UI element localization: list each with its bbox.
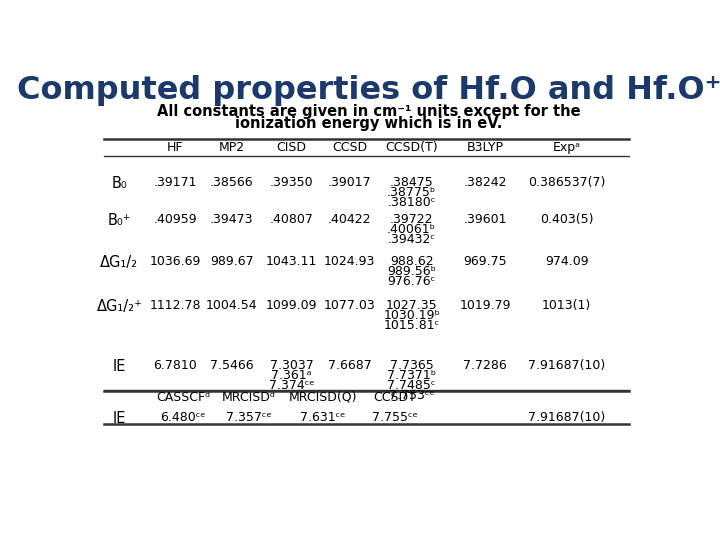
Text: 1099.09: 1099.09 [266, 299, 318, 312]
Text: 1024.93: 1024.93 [324, 255, 375, 268]
Text: 7.7286: 7.7286 [464, 359, 507, 372]
Text: IE: IE [113, 359, 126, 374]
Text: 1077.03: 1077.03 [324, 299, 376, 312]
Text: 7.6687: 7.6687 [328, 359, 372, 372]
Text: .38566: .38566 [210, 176, 253, 188]
Text: .38180ᶜ: .38180ᶜ [387, 195, 436, 208]
Text: .40807: .40807 [269, 213, 313, 226]
Text: ΔG₁/₂: ΔG₁/₂ [100, 255, 138, 270]
Text: .39350: .39350 [270, 176, 313, 188]
Text: 1004.54: 1004.54 [206, 299, 258, 312]
Text: 7.3037: 7.3037 [269, 359, 313, 372]
Text: 974.09: 974.09 [545, 255, 588, 268]
Text: 7.631ᶜᵉ: 7.631ᶜᵉ [300, 411, 345, 424]
Text: .39601: .39601 [464, 213, 507, 226]
Text: B₀: B₀ [112, 176, 127, 191]
Text: 7.755ᶜᵉ: 7.755ᶜᵉ [372, 411, 418, 424]
Text: 7.7371ᵇ: 7.7371ᵇ [387, 369, 436, 382]
Text: B3LYP: B3LYP [467, 141, 504, 154]
Text: 0.386537(7): 0.386537(7) [528, 176, 606, 188]
Text: 7.7485ᶜ: 7.7485ᶜ [387, 379, 436, 392]
Text: 989.56ᵇ: 989.56ᵇ [387, 265, 436, 278]
Text: IE: IE [113, 411, 126, 426]
Text: 969.75: 969.75 [464, 255, 507, 268]
Text: 7.357ᶜᵉ: 7.357ᶜᵉ [226, 411, 271, 424]
Text: 1015.81ᶜ: 1015.81ᶜ [384, 319, 440, 332]
Text: ΔG₁/₂⁺: ΔG₁/₂⁺ [96, 299, 143, 314]
Text: 7.361ᵃ: 7.361ᵃ [271, 369, 312, 382]
Text: 1043.11: 1043.11 [266, 255, 318, 268]
Text: 1027.35: 1027.35 [386, 299, 438, 312]
Text: 1013(1): 1013(1) [542, 299, 591, 312]
Text: .40959: .40959 [153, 213, 197, 226]
Text: 6.7810: 6.7810 [153, 359, 197, 372]
Text: All constants are given in cm⁻¹ units except for the: All constants are given in cm⁻¹ units ex… [157, 104, 581, 119]
Text: B₀⁺: B₀⁺ [108, 213, 131, 228]
Text: 1019.79: 1019.79 [459, 299, 511, 312]
Text: 1030.19ᵇ: 1030.19ᵇ [383, 309, 440, 322]
Text: 989.67: 989.67 [210, 255, 253, 268]
Text: CCSD: CCSD [332, 141, 367, 154]
Text: .40422: .40422 [328, 213, 372, 226]
Text: .39473: .39473 [210, 213, 253, 226]
Text: 976.76ᶜ: 976.76ᶜ [387, 275, 436, 288]
Text: 1036.69: 1036.69 [150, 255, 201, 268]
Text: .40061ᵇ: .40061ᵇ [387, 222, 436, 235]
Text: Expᵃ: Expᵃ [553, 141, 580, 154]
Text: 1112.78: 1112.78 [150, 299, 201, 312]
Text: .39017: .39017 [328, 176, 372, 188]
Text: CISD: CISD [276, 141, 307, 154]
Text: 7.7365: 7.7365 [390, 359, 433, 372]
Text: .38475: .38475 [390, 176, 433, 188]
Text: .38775ᵇ: .38775ᵇ [387, 186, 436, 199]
Text: 7.91687(10): 7.91687(10) [528, 359, 606, 372]
Text: HF: HF [167, 141, 184, 154]
Text: 7.5466: 7.5466 [210, 359, 253, 372]
Text: 0.403(5): 0.403(5) [540, 213, 593, 226]
Text: ionization energy which is in eV.: ionization energy which is in eV. [235, 116, 503, 131]
Text: 7.753ᶜᵉ: 7.753ᶜᵉ [389, 389, 434, 402]
Text: .39432ᶜ: .39432ᶜ [387, 233, 436, 246]
Text: 7.374ᶜᵉ: 7.374ᶜᵉ [269, 379, 314, 392]
Text: MP2: MP2 [219, 141, 245, 154]
Text: CCSDT: CCSDT [373, 391, 416, 404]
Text: .39722: .39722 [390, 213, 433, 226]
Text: .39171: .39171 [153, 176, 197, 188]
Text: 7.91687(10): 7.91687(10) [528, 411, 606, 424]
Text: .38242: .38242 [464, 176, 507, 188]
Text: MRCISD(Q): MRCISD(Q) [288, 391, 356, 404]
Text: MRCISDᵈ: MRCISDᵈ [222, 391, 276, 404]
Text: Computed properties of Hf.O and Hf.O⁺: Computed properties of Hf.O and Hf.O⁺ [17, 75, 720, 106]
Text: CASSCFᵈ: CASSCFᵈ [156, 391, 210, 404]
Text: 6.480ᶜᵉ: 6.480ᶜᵉ [161, 411, 206, 424]
Text: 988.62: 988.62 [390, 255, 433, 268]
Text: CCSD(T): CCSD(T) [385, 141, 438, 154]
